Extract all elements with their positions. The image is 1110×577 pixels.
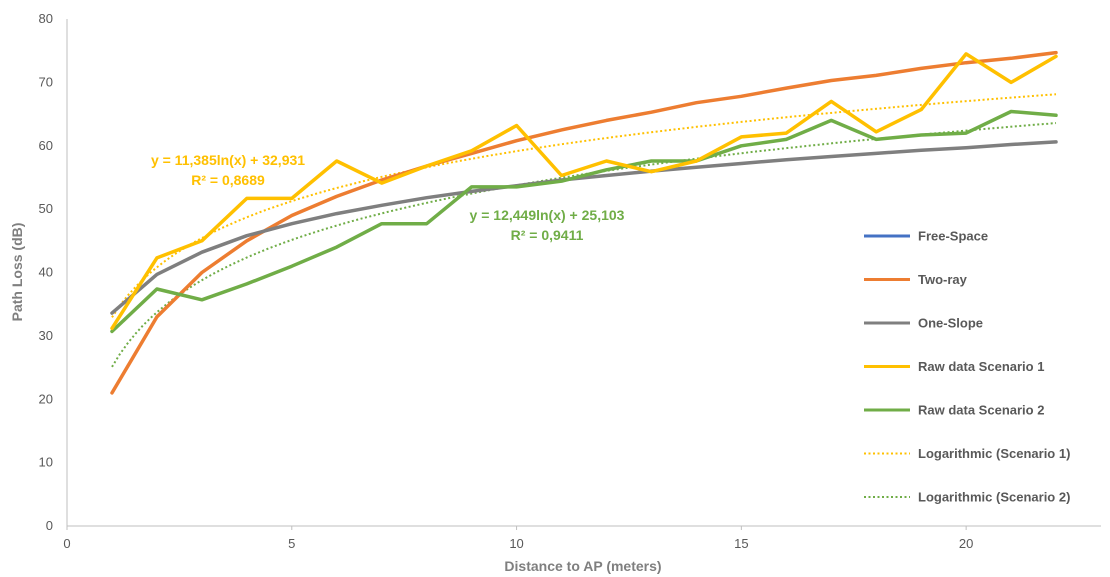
legend-label-logarithmic-scenario-2: Logarithmic (Scenario 2)	[918, 490, 1070, 505]
y-axis-title: Path Loss (dB)	[9, 223, 25, 322]
x-tick-label: 15	[734, 536, 748, 551]
x-tick-label: 20	[959, 536, 973, 551]
trendline-equation-scenario-1: y = 11,385ln(x) + 32,931	[151, 152, 305, 168]
legend-label-raw-data-scenario-2: Raw data Scenario 2	[918, 403, 1044, 418]
trendline-equation-scenario-2: y = 12,449ln(x) + 25,103	[470, 207, 625, 223]
series-line-logarithmic-scenario-1	[111, 93, 1057, 318]
y-tick-label: 10	[39, 455, 53, 470]
x-tick-label: 10	[509, 536, 523, 551]
y-tick-label: 70	[39, 74, 53, 89]
y-tick-labels: 0 10 20 30 40 50 60 70 80	[39, 11, 53, 533]
legend-label-raw-data-scenario-1: Raw data Scenario 1	[918, 359, 1044, 374]
y-tick-label: 30	[39, 328, 53, 343]
x-tick-label: 0	[63, 536, 70, 551]
y-tick-label: 40	[39, 265, 53, 280]
legend-label-two-ray: Two-ray	[918, 272, 968, 287]
y-tick-label: 0	[46, 518, 53, 533]
y-tick-label: 50	[39, 201, 53, 216]
x-tick-label: 5	[288, 536, 295, 551]
series-line-raw-data-scenario-1	[110, 52, 1058, 331]
series-line-one-slope	[110, 140, 1058, 315]
legend-label-one-slope: One-Slope	[918, 316, 983, 331]
series-line-raw-data-scenario-2	[110, 109, 1058, 334]
axes	[66, 19, 1101, 527]
trendline-r2-scenario-1: R² = 0,8689	[191, 172, 265, 188]
legend-label-free-space: Free-Space	[918, 229, 988, 244]
y-tick-label: 20	[39, 391, 53, 406]
x-axis-title: Distance to AP (meters)	[504, 558, 661, 574]
x-tick-labels: 0 5 10 15 20	[63, 526, 973, 551]
legend-label-logarithmic-scenario-1: Logarithmic (Scenario 1)	[918, 446, 1070, 461]
series-layer	[110, 50, 1058, 395]
legend: Free-Space Two-ray One-Slope Raw data Scena…	[864, 229, 1070, 505]
y-tick-label: 80	[39, 11, 53, 26]
y-tick-label: 60	[39, 138, 53, 153]
trendline-r2-scenario-2: R² = 0,9411	[511, 227, 584, 243]
